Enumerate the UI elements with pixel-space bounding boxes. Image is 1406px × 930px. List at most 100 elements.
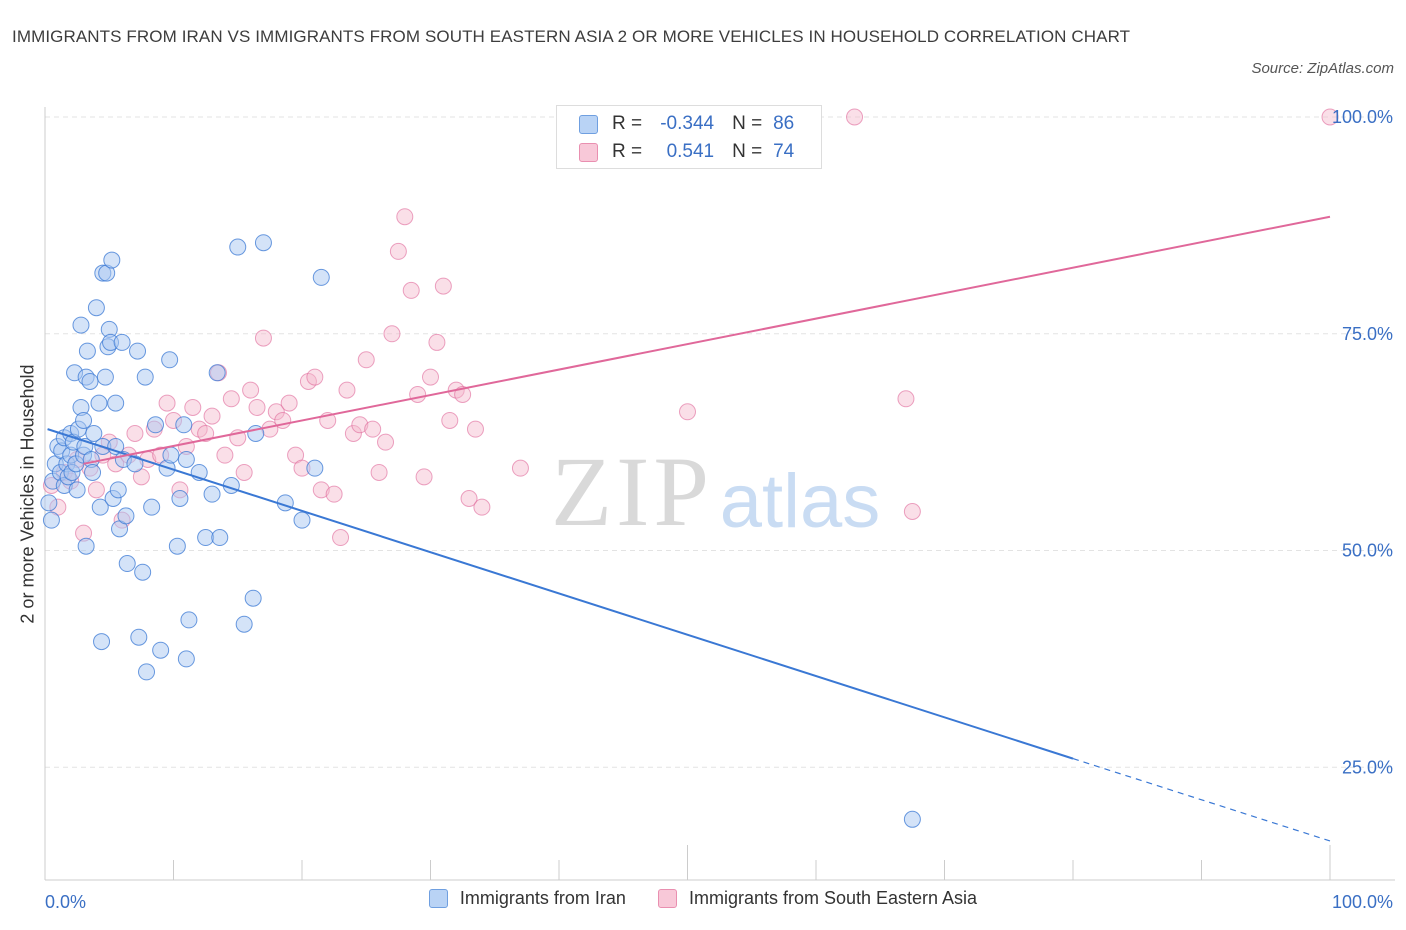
sea-point <box>473 498 491 516</box>
x-tick-label: 0.0% <box>45 892 86 912</box>
sea-point <box>216 446 234 464</box>
sea-point <box>415 468 433 486</box>
sea-point <box>511 459 529 477</box>
iran-point <box>136 368 154 386</box>
legend-swatch-sea <box>579 142 598 162</box>
sea-point <box>370 463 388 481</box>
iran-point <box>75 411 93 429</box>
iran-trend-extension <box>1072 758 1331 842</box>
y-tick-label: 100.0% <box>1332 107 1393 127</box>
sea-point <box>312 481 330 499</box>
iran-point <box>117 507 135 525</box>
sea-point <box>267 403 285 421</box>
iran-point <box>81 372 99 390</box>
iran-point <box>147 416 165 434</box>
iran-point <box>171 490 189 507</box>
iran-point <box>235 615 253 633</box>
legend-n-value: 86 <box>773 113 795 134</box>
iran-point <box>107 394 125 412</box>
sea-point <box>441 411 459 429</box>
iran-point <box>87 299 105 317</box>
legend-n-label: N = <box>732 141 763 162</box>
sea-point <box>235 463 253 481</box>
iran-point <box>90 394 108 412</box>
iran-point <box>96 368 114 386</box>
y-tick-label: 50.0% <box>1342 541 1393 561</box>
legend-r-label: R = <box>612 141 643 162</box>
iran-point <box>162 446 180 464</box>
iran-point <box>244 589 262 607</box>
iran-point <box>84 463 102 481</box>
trend-lines <box>47 215 1331 842</box>
iran-point <box>161 351 179 369</box>
legend-n-label: N = <box>732 113 763 134</box>
sea-point <box>87 481 105 499</box>
sea-point <box>203 407 221 425</box>
sea-point <box>903 503 921 521</box>
iran-point <box>312 268 330 286</box>
sea-point <box>402 281 420 299</box>
iran-point <box>208 364 226 382</box>
iran-point <box>197 529 215 547</box>
source-label: Source: ZipAtlas.com <box>1251 60 1394 77</box>
series-name-iran: Immigrants from Iran <box>459 888 626 908</box>
sea-point <box>897 390 915 408</box>
legend-r-label: R = <box>612 113 643 134</box>
sea-point <box>184 398 202 416</box>
series-legend: Immigrants from Iran Immigrants from Sou… <box>0 888 1406 909</box>
series-swatch-iran <box>428 889 448 908</box>
sea-point <box>422 368 439 386</box>
sea-point <box>332 529 350 547</box>
series-swatch-sea <box>657 889 677 908</box>
grid-lines <box>45 116 1395 768</box>
sea-point <box>466 420 484 438</box>
watermark-zip: ZIP <box>551 436 713 547</box>
iran-point <box>211 529 229 547</box>
iran-point <box>42 511 60 529</box>
legend-swatch-iran <box>579 114 598 134</box>
series-legend-iran[interactable]: Immigrants from Iran <box>428 888 626 909</box>
sea-point <box>222 390 240 408</box>
iran-point <box>109 481 127 499</box>
iran-point <box>78 342 96 360</box>
sea-point <box>383 325 401 343</box>
iran-point <box>130 628 148 646</box>
iran-point <box>103 251 121 269</box>
series-name-sea: Immigrants from South Eastern Asia <box>688 888 978 908</box>
sea-point <box>338 381 356 399</box>
series-legend-sea[interactable]: Immigrants from South Eastern Asia <box>657 888 978 909</box>
y-tick-label: 75.0% <box>1342 324 1393 344</box>
x-tick-label: 100.0% <box>1332 892 1393 912</box>
legend-row-iran: R = -0.344 N = 86 <box>579 110 794 138</box>
sea-point <box>126 424 144 442</box>
sea-point <box>377 433 395 451</box>
chart-title: IMMIGRANTS FROM IRAN VS IMMIGRANTS FROM … <box>12 27 1131 46</box>
iran-point <box>85 424 103 442</box>
iran-point <box>180 611 198 629</box>
sea-trend-line <box>83 215 1331 465</box>
sea-point <box>242 381 260 399</box>
sea-point <box>428 333 446 351</box>
iran-point <box>77 537 95 555</box>
sea-point <box>434 277 452 295</box>
sea-point <box>306 368 324 386</box>
sea-point <box>344 424 362 442</box>
iran-point <box>113 333 131 351</box>
iran-point <box>93 633 111 651</box>
iran-point <box>152 641 170 659</box>
sea-point <box>248 398 266 416</box>
iran-point <box>40 494 58 512</box>
iran-point <box>91 498 109 516</box>
iran-point <box>903 810 921 828</box>
iran-point <box>177 650 195 668</box>
iran-point <box>134 563 152 581</box>
iran-point <box>175 416 193 434</box>
iran-point <box>177 450 195 468</box>
iran-point <box>126 455 144 473</box>
iran-point <box>254 234 272 252</box>
sea-point <box>460 490 478 507</box>
sea-point <box>389 242 407 260</box>
watermark: ZIP atlas <box>551 436 880 547</box>
sea-point <box>409 385 427 403</box>
y-axis-label: 2 or more Vehicles in Household <box>17 364 38 624</box>
